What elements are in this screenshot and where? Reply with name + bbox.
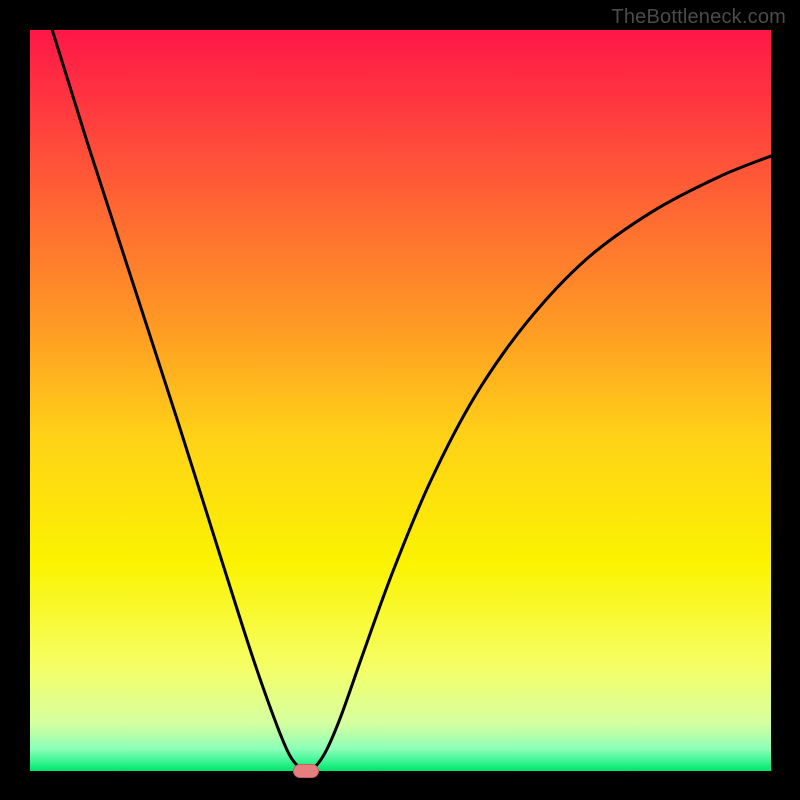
watermark-text: TheBottleneck.com bbox=[611, 6, 786, 29]
optimal-point-marker bbox=[293, 764, 319, 778]
chart-plot-area bbox=[30, 30, 771, 771]
